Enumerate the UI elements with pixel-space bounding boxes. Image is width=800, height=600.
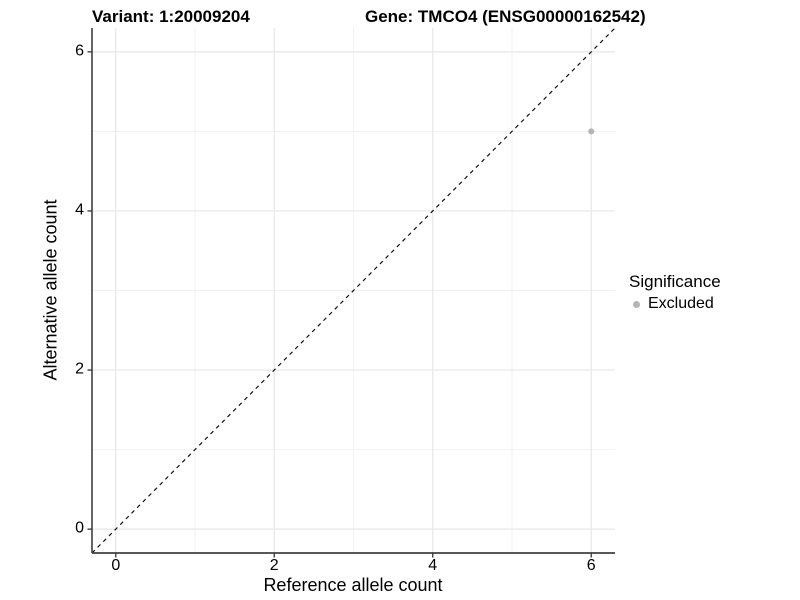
legend: Significance Excluded [629,272,721,313]
x-tick-label: 0 [111,557,121,574]
x-tick-label: 4 [428,557,438,574]
plot-title-gene: Gene: TMCO4 (ENSG00000162542) [365,7,646,26]
legend-item-label: Excluded [648,295,714,312]
y-tick-label: 6 [75,42,84,60]
data-point [588,128,595,135]
legend-title: Significance [629,272,721,291]
y-tick-label: 4 [75,201,84,219]
identity-dashed-line [91,27,616,554]
excluded-point-icon [632,300,640,308]
plot-title-variant: Variant: 1:20009204 [92,7,250,26]
x-tick-label: 6 [586,557,596,574]
y-tick-label: 2 [75,360,84,378]
x-axis-title: Reference allele count [263,575,443,595]
x-tick-label: 2 [269,557,279,574]
legend-item-excluded: Excluded [629,295,721,313]
y-axis-title: Alternative allele count [40,199,61,381]
legend-key [629,297,643,311]
y-tick-label: 0 [75,519,84,537]
